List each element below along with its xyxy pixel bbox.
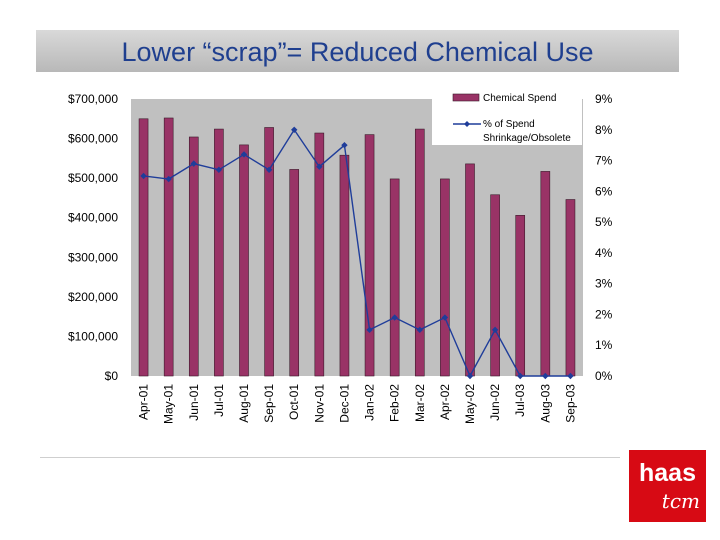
x-tick-label: Sep-01 <box>262 384 276 423</box>
y-left-tick-label: $400,000 <box>68 211 118 225</box>
bar-jun-01 <box>188 136 199 377</box>
point-may-02 <box>466 372 474 380</box>
bar-jul-03 <box>515 215 526 377</box>
point-feb-02 <box>391 314 398 321</box>
y-left-tick-label: $500,000 <box>68 171 118 185</box>
y-right-tick-label: 8% <box>595 123 613 137</box>
bar-aug-01 <box>239 144 249 377</box>
page-title: Lower “scrap”= Reduced Chemical Use <box>121 37 594 67</box>
bar-mar-02 <box>414 128 425 377</box>
x-tick-label: Apr-02 <box>438 384 452 420</box>
point-aug-03 <box>542 372 549 380</box>
x-tick-label: Apr-01 <box>137 384 151 420</box>
x-tick-label: Jan-02 <box>363 384 377 421</box>
point-apr-01 <box>140 172 147 180</box>
point-jul-01 <box>215 166 223 173</box>
bar-aug-03 <box>540 171 551 377</box>
x-tick-label: Jun-01 <box>187 384 201 421</box>
y-right-tick-label: 5% <box>595 215 613 229</box>
y-left-tick-label: $100,000 <box>68 329 118 343</box>
x-tick-label: Feb-02 <box>388 384 402 422</box>
y-right-tick-label: 4% <box>595 246 613 260</box>
line-series-shrinkage <box>143 128 571 378</box>
y-right-tick-label: 7% <box>595 154 613 168</box>
logo-tcm-text: tcm <box>661 489 700 513</box>
bar-jan-02 <box>364 134 375 377</box>
x-tick-label: Oct-01 <box>287 384 301 420</box>
x-tick-label: Nov-01 <box>312 384 326 423</box>
bar-apr-01 <box>138 118 149 377</box>
point-apr-02 <box>441 314 449 321</box>
point-jun-02 <box>491 326 499 334</box>
x-tick-label: Dec-01 <box>337 384 351 423</box>
y-right-tick-label: 0% <box>595 369 613 383</box>
x-tick-label: Mar-02 <box>413 384 427 422</box>
point-jun-01 <box>190 160 197 167</box>
y-right-tick-label: 3% <box>595 277 613 291</box>
logo-haas-text: haas <box>639 459 696 487</box>
point-nov-01 <box>316 163 323 170</box>
x-tick-label: Jul-03 <box>513 384 527 417</box>
x-tick-label: May-02 <box>463 384 477 424</box>
x-tick-label: Aug-03 <box>538 384 552 423</box>
bar-sep-03 <box>565 199 576 377</box>
legend-swatch-marker <box>464 121 470 127</box>
point-oct-01 <box>291 126 298 133</box>
legend: Chemical Spend % of Spend Shrinkage/Obso… <box>432 89 582 145</box>
point-dec-01 <box>341 141 348 149</box>
x-tick-label: Aug-01 <box>237 384 251 423</box>
x-tick-label: Sep-03 <box>563 384 577 423</box>
bar-nov-01 <box>314 132 325 377</box>
y-left-tick-label: $200,000 <box>68 290 118 304</box>
bar-dec-01 <box>339 154 350 377</box>
point-aug-01 <box>240 151 248 158</box>
y-left-tick-label: $600,000 <box>68 132 118 146</box>
legend-label-pct-spend: % of Spend <box>483 119 535 130</box>
y-left-tick-label: $300,000 <box>68 250 118 264</box>
point-jan-02 <box>366 326 373 334</box>
x-tick-label: Jun-02 <box>488 384 502 421</box>
point-sep-01 <box>265 166 273 173</box>
divider <box>40 457 620 458</box>
point-jul-03 <box>517 372 524 380</box>
bar-sep-01 <box>264 127 274 377</box>
y-right-tick-label: 6% <box>595 184 613 198</box>
legend-label-shrinkage: Shrinkage/Obsolete <box>483 133 571 144</box>
y-right-tick-label: 9% <box>595 92 613 106</box>
point-sep-03 <box>567 372 574 380</box>
x-tick-label: May-01 <box>162 384 176 424</box>
bar-may-02 <box>465 163 475 377</box>
y-right-tick-label: 1% <box>595 338 613 352</box>
bar-feb-02 <box>389 178 400 377</box>
point-mar-02 <box>416 326 423 334</box>
point-may-01 <box>165 175 172 183</box>
bar-may-01 <box>163 117 174 377</box>
bar-oct-01 <box>289 169 300 377</box>
bar-jun-02 <box>490 194 500 377</box>
haas-tcm-logo: haas tcm <box>629 450 706 522</box>
legend-swatch-bar <box>452 93 480 102</box>
legend-label-chemical-spend: Chemical Spend <box>483 93 556 104</box>
x-tick-label: Jul-01 <box>212 384 226 417</box>
y-right-tick-label: 2% <box>595 307 613 321</box>
bar-apr-02 <box>440 178 450 377</box>
y-left-tick-label: $0 <box>105 369 119 383</box>
bar-jul-01 <box>214 128 224 377</box>
y-left-tick-label: $700,000 <box>68 92 118 106</box>
title-bar: Lower “scrap”= Reduced Chemical Use <box>36 30 679 72</box>
